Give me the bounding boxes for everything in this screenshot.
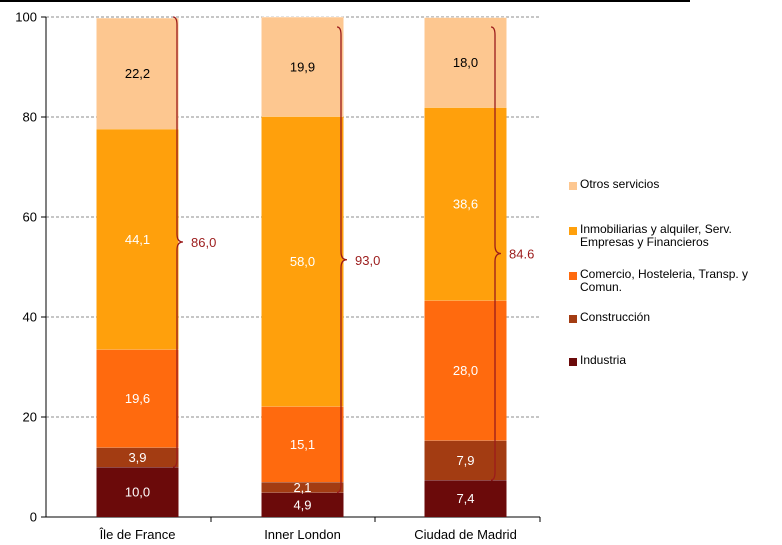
bar-segment [261,116,344,407]
brace-label: 86,0 [191,235,216,250]
bars [96,16,507,517]
legend-swatch [569,315,577,323]
y-tick-label: 100 [15,10,37,25]
legend-label: Comercio, Hosteleria, Transp. y Comun. [580,267,749,294]
bar-segment [261,482,344,493]
bar-segment [96,18,179,129]
brace-label: 84.6 [509,247,534,262]
data-label: 4,9 [293,497,311,512]
bar-segment [424,107,507,301]
bar-segment [261,17,344,117]
data-label: 2,1 [293,480,311,495]
segment-labels: 10,0 3,9 19,6 44,1 22,2 4,9 2,1 15,1 58,0 19,9 7,4… [125,55,478,512]
legend-item-comercio: Comercio, Hosteleria, Transp. y Comun. [569,268,780,294]
x-category-label: Île de France [99,527,176,542]
legend-label: Industria [580,353,627,367]
data-label: 38,6 [453,197,478,212]
bar-segment [96,129,179,350]
data-label: 18,0 [453,55,478,70]
brace-label: 93,0 [355,253,380,268]
legend-label: Inmobiliarias y alquiler, Serv. Empresas… [580,222,732,249]
legend-label: Construcción [580,310,651,324]
legend-item-construccion: Construcción [569,311,780,324]
data-label: 10,0 [125,485,150,500]
bar-segment [424,440,507,480]
legend-swatch [569,182,577,190]
data-label: 28,0 [453,363,478,378]
data-label: 22,2 [125,66,150,81]
x-category-label: Inner London [264,527,341,542]
bar-segment [424,17,507,108]
brace [336,26,348,494]
bar-segment [261,406,344,482]
data-label: 44,1 [125,232,150,247]
bar-segment [424,300,507,441]
legend-swatch [569,227,577,235]
y-tick-label: 60 [23,210,37,225]
data-label: 15,1 [290,437,315,452]
bar-segment [96,349,179,448]
legend-item-inmobiliarias: Inmobiliarias y alquiler, Serv. Empresas… [569,223,780,249]
legend-swatch [569,272,577,280]
data-label: 7,9 [456,453,474,468]
y-tick-label: 0 [30,510,37,525]
data-label: 3,9 [128,450,146,465]
bar-segment [96,467,179,517]
bar-segment [261,492,344,517]
bar-segment [424,480,507,517]
data-label: 58,0 [290,254,315,269]
legend-label: Otros servicios [580,177,660,191]
legend-item-industria: Industria [569,354,780,367]
y-tick-label: 80 [23,110,37,125]
legend-swatch [569,358,577,366]
bar-segment [96,447,179,467]
brace [172,16,184,468]
top-rule [0,0,690,2]
legend-item-otros-servicios: Otros servicios [569,178,780,191]
data-label: 7,4 [456,491,474,506]
braces: 86,0 93,0 84.6 [172,16,534,494]
data-label: 19,6 [125,391,150,406]
y-tick-label: 20 [23,410,37,425]
brace [490,26,502,481]
x-category-label: Ciudad de Madrid [414,527,517,542]
data-label: 19,9 [290,59,315,74]
y-tick-label: 40 [23,310,37,325]
